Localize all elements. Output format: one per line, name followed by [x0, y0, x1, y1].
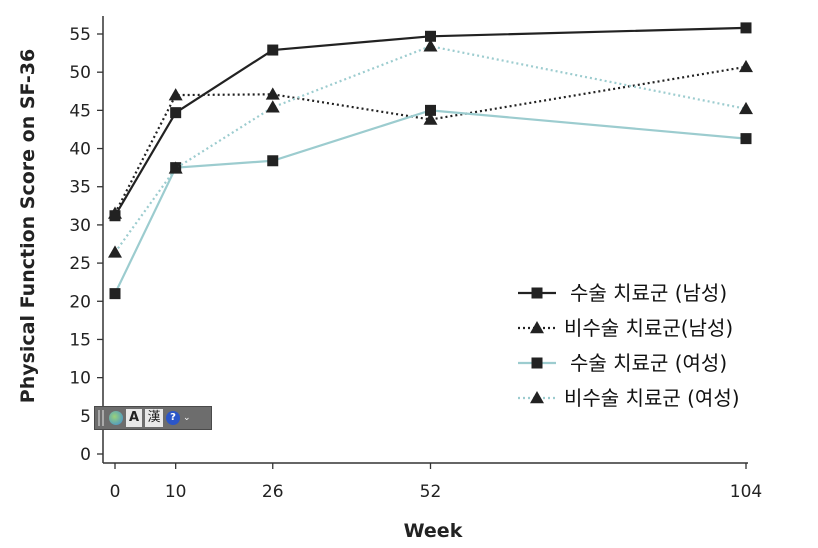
help-icon[interactable]: ?	[166, 411, 180, 425]
legend-entry: 수술 치료군 (남성)	[518, 281, 727, 305]
series-2	[108, 59, 753, 219]
y-tick-label: 30	[69, 216, 91, 236]
y-tick-label: 20	[69, 292, 91, 312]
ime-language-bar[interactable]: A 漢 ? ⌄	[94, 406, 212, 430]
x-tick-label: 10	[165, 482, 187, 502]
data-point	[740, 22, 752, 34]
legend-label: 비수술 치료군 (여성)	[564, 386, 740, 410]
data-point	[109, 288, 121, 300]
series-layer	[108, 22, 753, 300]
data-point	[267, 155, 279, 167]
y-tick-label: 10	[69, 369, 91, 389]
y-tick-label: 55	[69, 25, 91, 45]
y-tick-label: 35	[69, 178, 91, 198]
legend: 수술 치료군 (남성) 비수술 치료군(남성) 수술 치료군 (여성) 비수술 치료군…	[518, 281, 740, 410]
series-line	[114, 45, 747, 254]
y-tick-label: 25	[69, 254, 91, 274]
input-mode-button[interactable]: A	[126, 409, 142, 427]
data-point	[265, 100, 280, 113]
data-point	[739, 101, 753, 115]
legend-marker	[530, 321, 544, 334]
legend-label: 수술 치료군 (남성)	[570, 281, 727, 305]
data-point	[739, 59, 753, 73]
y-tick-label: 15	[69, 330, 91, 350]
y-tick-label: 5	[80, 407, 91, 427]
legend-marker	[530, 391, 544, 404]
data-point	[170, 107, 182, 119]
legend-entry: 비수술 치료군 (여성)	[518, 386, 740, 410]
data-point	[425, 30, 436, 42]
series-4	[108, 39, 753, 258]
y-tick-label: 0	[80, 445, 91, 465]
y-tick-label: 50	[69, 63, 91, 83]
series-3	[109, 104, 752, 300]
y-tick-label: 45	[69, 101, 91, 121]
drag-grip-icon[interactable]	[98, 410, 106, 426]
data-point	[423, 39, 438, 52]
data-point	[108, 206, 122, 219]
x-tick-label: 26	[262, 482, 284, 502]
legend-marker	[531, 357, 543, 369]
data-point	[108, 245, 122, 258]
x-tick-label: 0	[110, 482, 121, 502]
data-point	[740, 133, 752, 145]
x-axis-title: Week	[404, 520, 463, 542]
data-point	[423, 112, 438, 125]
data-point	[168, 88, 183, 101]
x-tick-label: 52	[420, 482, 442, 502]
hanja-button[interactable]: 漢	[145, 409, 163, 427]
globe-icon[interactable]	[109, 411, 123, 425]
data-point	[265, 87, 280, 100]
x-tick-label: 104	[730, 482, 762, 502]
series-line	[114, 65, 747, 214]
y-tick-label: 40	[69, 140, 91, 160]
data-point	[168, 161, 183, 174]
data-point	[267, 44, 279, 56]
legend-entry: 수술 치료군 (여성)	[518, 351, 727, 375]
legend-entry: 비수술 치료군(남성)	[518, 316, 733, 340]
series-line	[114, 109, 747, 295]
y-axis-title: Physical Function Score on SF-36	[17, 49, 39, 403]
legend-marker	[531, 287, 543, 299]
legend-label: 수술 치료군 (여성)	[570, 351, 727, 375]
options-chevron-icon[interactable]: ⌄	[183, 413, 191, 423]
data-point	[425, 104, 436, 116]
axes: 0 5 10 15 20 25 30 35 40 45 50 55 0 10 26 52 104	[69, 16, 762, 502]
legend-label: 비수술 치료군(남성)	[564, 316, 733, 340]
